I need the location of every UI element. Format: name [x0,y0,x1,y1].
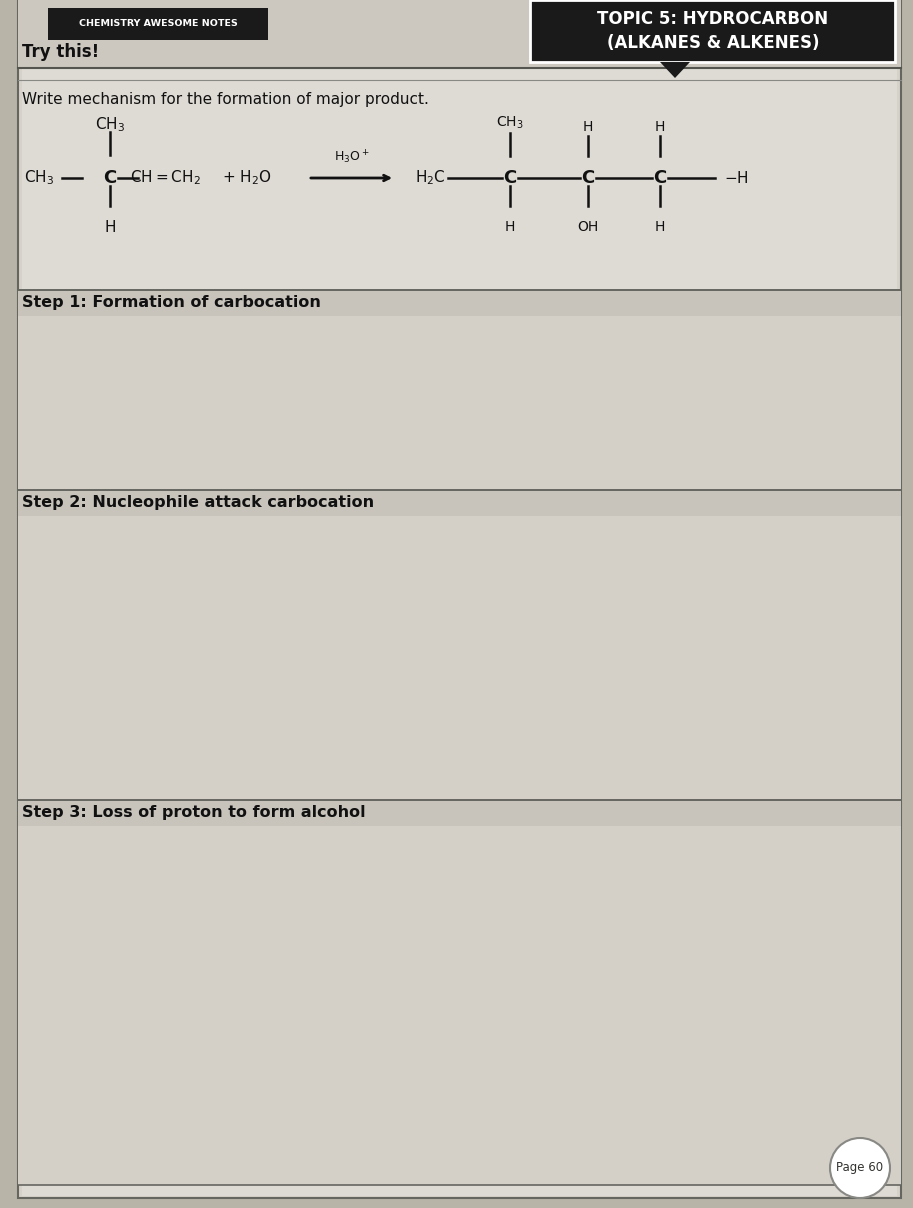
Text: Write mechanism for the formation of major product.: Write mechanism for the formation of maj… [22,92,429,108]
Text: $\mathregular{H_3O^+}$: $\mathregular{H_3O^+}$ [334,149,369,165]
Text: CHEMISTRY AWESOME NOTES: CHEMISTRY AWESOME NOTES [79,19,237,29]
Bar [18,800,901,1185]
Text: C: C [654,169,666,187]
Bar [18,490,901,516]
Bar [18,0,901,68]
Text: H: H [655,120,666,134]
Text: $\mathregular{CH_3}$: $\mathregular{CH_3}$ [24,169,54,187]
Text: Try this!: Try this! [22,43,100,60]
Text: C: C [103,169,117,187]
Bar [18,290,901,316]
Text: H: H [505,220,515,234]
Text: Page 60: Page 60 [836,1162,884,1174]
Text: Step 1: Formation of carbocation: Step 1: Formation of carbocation [22,296,320,310]
Bar [18,800,901,826]
Text: $\mathregular{CH{=}CH_2}$: $\mathregular{CH{=}CH_2}$ [130,169,200,187]
Text: H: H [655,220,666,234]
Text: $\mathregular{H_2C}$: $\mathregular{H_2C}$ [415,169,446,187]
Bar [18,290,901,490]
Text: OH: OH [577,220,599,234]
Bar [48,8,268,40]
Text: H: H [104,220,116,236]
Text: Step 3: Loss of proton to form alcohol: Step 3: Loss of proton to form alcohol [22,806,365,820]
Text: $\mathregular{CH_3}$: $\mathregular{CH_3}$ [95,115,125,134]
Bar [18,490,901,800]
Text: $\mathregular{CH_3}$: $\mathregular{CH_3}$ [496,115,524,132]
Text: C: C [503,169,517,187]
Text: H: H [582,120,593,134]
Text: C: C [582,169,594,187]
Text: Step 2: Nucleophile attack carbocation: Step 2: Nucleophile attack carbocation [22,495,374,511]
Text: $\mathregular{+\ H_2O}$: $\mathregular{+\ H_2O}$ [222,169,272,187]
Circle shape [830,1138,890,1198]
Text: TOPIC 5: HYDROCARBON
(ALKANES & ALKENES): TOPIC 5: HYDROCARBON (ALKANES & ALKENES) [597,10,829,52]
Text: $\mathregular{-H}$: $\mathregular{-H}$ [724,170,749,186]
Bar [530,0,895,62]
Polygon shape [660,62,690,79]
